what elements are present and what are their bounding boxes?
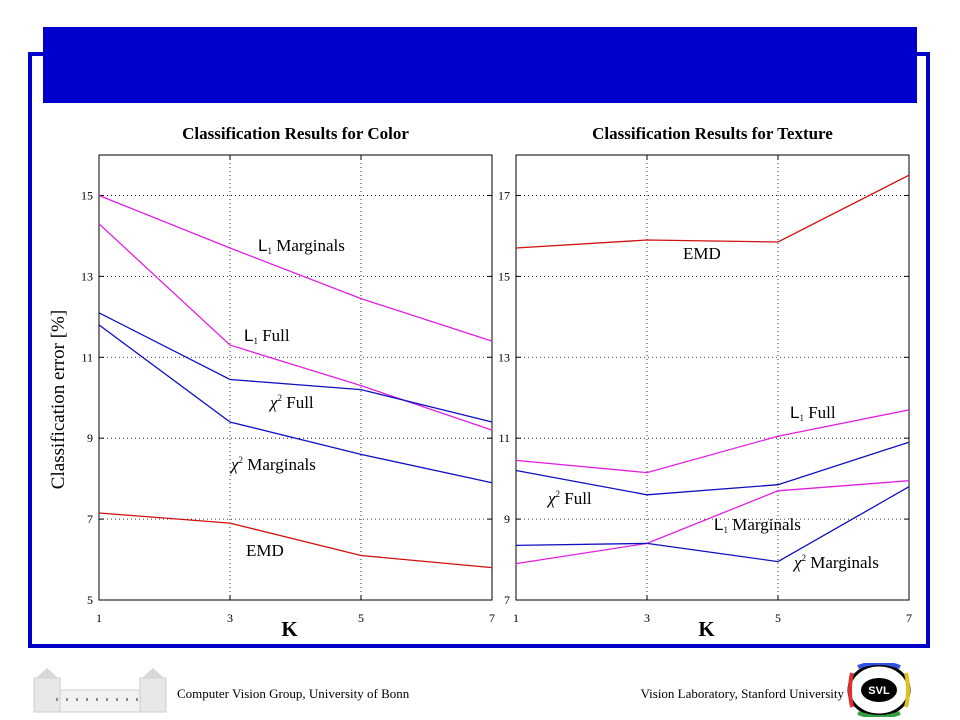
texture-x-axis-label: K (698, 617, 715, 641)
color-ytick-label: 11 (81, 350, 93, 364)
texture-ytick-label: 15 (498, 269, 510, 283)
color-series-label: L1 Marginals (258, 236, 345, 256)
color-series-label: χ2 Full (268, 393, 314, 412)
texture-series-line (515, 486, 910, 563)
color-x-axis-label: K (281, 617, 298, 641)
texture-series-line (515, 174, 910, 249)
color-xtick-label: 5 (358, 611, 364, 625)
color-series-line (98, 312, 493, 423)
texture-series-line (515, 480, 910, 565)
texture-xtick-label: 7 (906, 611, 912, 625)
texture-ytick-label: 17 (498, 188, 510, 202)
color-ytick-label: 9 (87, 431, 93, 445)
texture-xtick-label: 5 (775, 611, 781, 625)
texture-ytick-label: 9 (504, 512, 510, 526)
texture-series-line (515, 441, 910, 496)
color-series-line (98, 512, 493, 569)
svl-logo-text: SVL (868, 685, 890, 697)
color-series-label: L1 Full (244, 326, 290, 346)
color-xtick-label: 7 (489, 611, 495, 625)
svl-logo: SVL (847, 663, 911, 717)
footer-bonn: Computer Vision Group, University of Bon… (177, 686, 410, 701)
castle-logo (33, 668, 167, 713)
texture-xtick-label: 1 (513, 611, 519, 625)
color-series-line (98, 324, 493, 484)
texture-series-label: χ2 Marginals (792, 553, 879, 572)
color-xtick-label: 1 (96, 611, 102, 625)
color-series-label: EMD (246, 541, 284, 560)
texture-plot-area (515, 154, 910, 601)
title-bar (43, 27, 917, 103)
color-chart-title: Classification Results for Color (182, 124, 409, 143)
texture-series-label: L1 Marginals (714, 515, 801, 535)
color-ytick-label: 13 (81, 269, 93, 283)
texture-series-label: χ2 Full (546, 489, 592, 508)
texture-series-label: EMD (683, 244, 721, 263)
texture-series-label: L1 Full (790, 403, 836, 423)
color-ytick-label: 5 (87, 593, 93, 607)
color-plot-area (98, 154, 493, 601)
texture-ytick-label: 13 (498, 350, 510, 364)
texture-series-line (515, 409, 910, 474)
footer-stanford: Vision Laboratory, Stanford University (640, 686, 844, 701)
color-series-label: χ2 Marginals (229, 455, 316, 474)
color-ytick-label: 7 (87, 512, 93, 526)
color-ytick-label: 15 (81, 188, 93, 202)
color-xtick-label: 3 (227, 611, 233, 625)
color-series-line (98, 194, 493, 342)
texture-xtick-label: 3 (644, 611, 650, 625)
texture-ytick-label: 7 (504, 593, 510, 607)
texture-chart-title: Classification Results for Texture (592, 124, 833, 143)
color-series-line (98, 223, 493, 431)
texture-ytick-label: 11 (498, 431, 510, 445)
color-y-axis-label: Classification error [%] (48, 310, 69, 489)
